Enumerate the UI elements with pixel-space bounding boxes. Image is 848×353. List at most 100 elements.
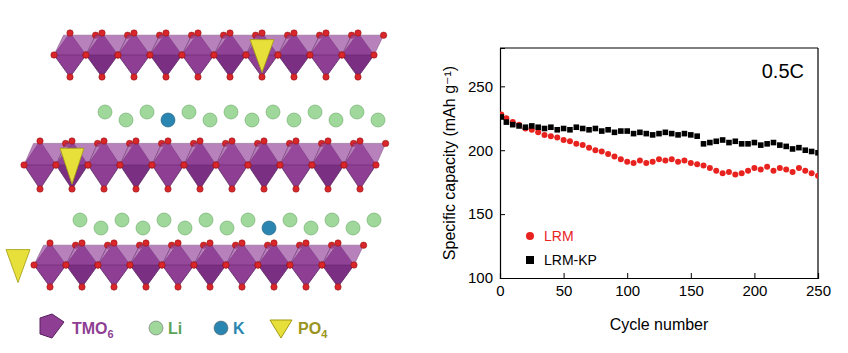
oxygen bbox=[319, 262, 325, 268]
point bbox=[574, 124, 580, 130]
oxygen bbox=[360, 242, 366, 248]
tick: 250 bbox=[468, 78, 505, 95]
oxygen bbox=[307, 52, 313, 58]
oxygen bbox=[79, 284, 85, 290]
point bbox=[796, 145, 802, 151]
oxygen bbox=[147, 52, 153, 58]
point bbox=[504, 119, 510, 125]
point bbox=[707, 140, 713, 146]
li-ion bbox=[178, 221, 192, 235]
oxygen bbox=[382, 140, 388, 146]
oxygen bbox=[83, 52, 89, 58]
tick-mark bbox=[500, 278, 505, 279]
point bbox=[681, 157, 687, 163]
oxygen bbox=[380, 32, 386, 38]
oxygen bbox=[303, 284, 309, 290]
point bbox=[618, 156, 624, 162]
point bbox=[542, 132, 548, 138]
legend: LRMLRM-KP bbox=[526, 228, 597, 268]
point bbox=[752, 140, 758, 146]
oxygen bbox=[191, 262, 197, 268]
point bbox=[764, 141, 770, 147]
oxygen bbox=[307, 52, 313, 58]
point bbox=[739, 170, 745, 176]
oxygen bbox=[181, 162, 187, 168]
oxygen bbox=[149, 162, 155, 168]
tick-mark bbox=[500, 150, 505, 151]
point bbox=[663, 130, 669, 136]
oxygen bbox=[195, 74, 201, 80]
oxygen bbox=[101, 186, 107, 192]
oxygen bbox=[351, 262, 357, 268]
point bbox=[561, 126, 567, 132]
point bbox=[567, 127, 573, 133]
tick-label: 200 bbox=[468, 142, 493, 159]
point bbox=[573, 141, 579, 147]
point bbox=[542, 126, 548, 132]
li-ion bbox=[199, 213, 213, 227]
oxygen bbox=[111, 240, 117, 246]
x-axis-title: Cycle number bbox=[610, 316, 709, 333]
series bbox=[500, 114, 818, 155]
tm-layer bbox=[6, 240, 367, 290]
tick-label: 0 bbox=[496, 282, 504, 299]
point bbox=[637, 157, 643, 163]
oxygen bbox=[143, 284, 149, 290]
point bbox=[500, 114, 504, 120]
oxygen bbox=[159, 262, 165, 268]
point bbox=[611, 154, 617, 160]
point bbox=[745, 168, 751, 174]
oxygen bbox=[357, 186, 363, 192]
point bbox=[771, 140, 777, 146]
chart: 050100150200250100150200250Cycle numberS… bbox=[441, 48, 831, 333]
point bbox=[510, 122, 516, 128]
legend-label: Li bbox=[168, 320, 182, 337]
point bbox=[586, 145, 592, 151]
axis-line bbox=[501, 49, 506, 279]
oxygen bbox=[191, 262, 197, 268]
point bbox=[650, 159, 656, 165]
point bbox=[624, 159, 630, 165]
oxygen bbox=[67, 30, 73, 36]
li-ion bbox=[371, 113, 385, 127]
oxygen bbox=[339, 52, 345, 58]
oxygen bbox=[147, 52, 153, 58]
point bbox=[631, 131, 637, 137]
li-ion bbox=[329, 113, 343, 127]
oxygen bbox=[227, 74, 233, 80]
oxygen bbox=[213, 162, 219, 168]
tm-layer bbox=[51, 30, 387, 80]
oxygen bbox=[83, 52, 89, 58]
point bbox=[701, 141, 707, 147]
li-ion bbox=[283, 213, 297, 227]
point bbox=[790, 146, 796, 152]
tick-mark bbox=[818, 273, 819, 278]
oxygen bbox=[197, 186, 203, 192]
axis-line bbox=[501, 273, 819, 279]
octahedron-face bbox=[342, 35, 384, 55]
oxygen bbox=[179, 52, 185, 58]
li-ion bbox=[325, 213, 339, 227]
oxygen bbox=[229, 186, 235, 192]
oxygen bbox=[101, 138, 107, 144]
tick-label: 250 bbox=[806, 282, 831, 299]
li-ion bbox=[119, 113, 133, 127]
figure: TMO6LiKPO4050100150200250100150200250Cyc… bbox=[0, 0, 848, 353]
oxygen bbox=[53, 162, 59, 168]
point bbox=[624, 128, 630, 134]
point bbox=[707, 165, 713, 171]
oxygen bbox=[335, 284, 341, 290]
oxygen bbox=[261, 138, 267, 144]
legend-label: LRM bbox=[544, 228, 574, 244]
point bbox=[599, 149, 605, 155]
tick-mark bbox=[754, 273, 755, 278]
k-ion bbox=[262, 221, 276, 235]
point bbox=[605, 151, 611, 157]
tick-label: 100 bbox=[468, 269, 493, 286]
point bbox=[561, 137, 567, 143]
point bbox=[567, 138, 573, 144]
oxygen bbox=[239, 284, 245, 290]
oxygen bbox=[259, 74, 265, 80]
oxygen bbox=[355, 30, 361, 36]
tick-label: 150 bbox=[468, 205, 493, 222]
